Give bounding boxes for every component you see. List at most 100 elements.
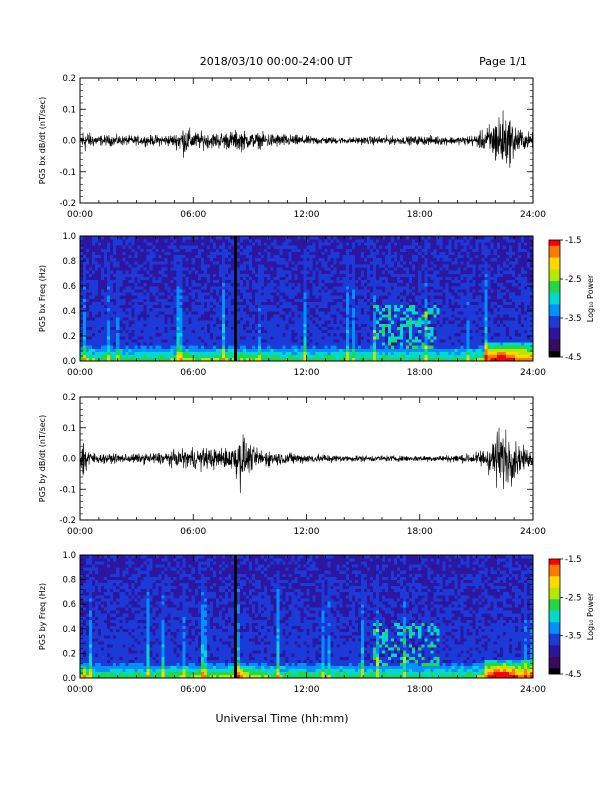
heatmap-cell xyxy=(348,236,353,240)
heatmap-cell xyxy=(176,348,180,352)
heatmap-cell xyxy=(83,286,87,290)
heatmap-cell xyxy=(224,261,229,265)
heatmap-cell xyxy=(243,357,247,362)
heatmap-cell xyxy=(234,298,238,302)
heatmap-cell xyxy=(366,289,371,293)
heatmap-cell xyxy=(164,298,168,302)
heatmap-cell xyxy=(264,267,268,271)
heatmap-cell xyxy=(218,329,223,334)
heatmap-cell xyxy=(424,348,428,352)
heatmap-cell xyxy=(291,320,295,324)
heatmap-cell xyxy=(385,295,389,299)
heatmap-cell xyxy=(403,264,407,268)
heatmap-cell xyxy=(164,239,168,243)
heatmap-cell xyxy=(345,254,350,259)
heatmap-cell xyxy=(224,339,229,343)
heatmap-cell xyxy=(427,257,431,262)
heatmap-cell xyxy=(330,273,334,277)
heatmap-cell xyxy=(360,254,365,259)
heatmap-cell xyxy=(345,289,350,293)
heatmap-cell xyxy=(345,342,350,346)
heatmap-cell xyxy=(324,261,328,265)
heatmap-cell xyxy=(191,304,196,309)
heatmap-cell xyxy=(125,332,129,337)
heatmap-cell xyxy=(388,357,392,362)
heatmap-cell xyxy=(342,323,347,327)
heatmap-cell xyxy=(98,254,102,259)
heatmap-cell xyxy=(321,339,325,343)
heatmap-cell xyxy=(188,314,193,318)
heatmap-cell xyxy=(140,329,144,334)
heatmap-cell xyxy=(351,320,356,324)
heatmap-cell xyxy=(354,282,359,287)
heatmap-cell xyxy=(209,236,214,240)
heatmap-cell xyxy=(179,270,183,274)
heatmap-cell xyxy=(270,276,274,281)
heatmap-cell xyxy=(122,354,126,359)
heatmap-cell xyxy=(98,357,102,362)
heatmap-cell xyxy=(318,298,322,302)
heatmap-cell xyxy=(439,342,443,346)
heatmap-cell xyxy=(170,339,174,343)
heatmap-cell xyxy=(86,292,90,296)
heatmap-cell xyxy=(333,289,337,293)
heatmap-cell xyxy=(400,320,404,324)
heatmap-cell xyxy=(391,282,395,287)
heatmap-cell xyxy=(394,245,398,249)
heatmap-cell xyxy=(206,342,211,346)
heatmap-cell xyxy=(140,239,144,243)
heatmap-cell xyxy=(388,329,392,334)
heatmap-cell xyxy=(92,286,96,290)
heatmap-cell xyxy=(92,357,96,362)
heatmap-cell xyxy=(231,276,235,281)
heatmap-cell xyxy=(212,332,217,337)
heatmap-cell xyxy=(95,351,99,356)
heatmap-cell xyxy=(324,236,328,240)
heatmap-cell xyxy=(300,326,304,331)
heatmap-cell xyxy=(276,257,280,262)
heatmap-cell xyxy=(294,339,298,343)
heatmap-cell xyxy=(240,286,244,290)
heatmap-cell xyxy=(206,332,211,337)
heatmap-cell xyxy=(391,279,395,284)
heatmap-cell xyxy=(366,345,371,349)
heatmap-cell xyxy=(122,336,126,340)
heatmap-cell xyxy=(372,273,377,277)
heatmap-cell xyxy=(167,251,171,256)
heatmap-cell xyxy=(261,342,265,346)
heatmap-cell xyxy=(391,348,395,352)
heatmap-cell xyxy=(107,298,111,302)
heatmap-cell xyxy=(128,339,132,343)
heatmap-cell xyxy=(288,320,292,324)
heatmap-cell xyxy=(86,339,90,343)
heatmap-cell xyxy=(439,320,443,324)
heatmap-cell xyxy=(312,301,316,306)
heatmap-cell xyxy=(179,357,183,362)
heatmap-cell xyxy=(375,323,380,327)
heatmap-cell xyxy=(400,354,404,359)
heatmap-cell xyxy=(252,239,256,243)
heatmap-cell xyxy=(421,267,425,271)
heatmap-cell xyxy=(203,295,208,299)
heatmap-cell xyxy=(415,336,419,340)
heatmap-cell xyxy=(164,245,168,249)
heatmap-cell xyxy=(240,345,244,349)
heatmap-cell xyxy=(125,336,129,340)
heatmap-cell xyxy=(161,261,165,265)
heatmap-cell xyxy=(173,264,177,268)
heatmap-cell xyxy=(182,239,186,243)
heatmap-cell xyxy=(366,257,371,262)
heatmap-cell xyxy=(285,332,289,337)
heatmap-cell xyxy=(197,348,202,352)
heatmap-cell xyxy=(152,273,156,277)
heatmap-cell xyxy=(330,326,334,331)
heatmap-cell xyxy=(357,304,362,309)
heatmap-cell xyxy=(179,239,183,243)
heatmap-cell xyxy=(360,314,365,318)
heatmap-cell xyxy=(191,286,196,290)
heatmap-cell xyxy=(170,307,174,312)
heatmap-cell xyxy=(218,276,223,281)
heatmap-cell xyxy=(382,292,386,296)
heatmap-cell xyxy=(252,261,256,265)
heatmap-cell xyxy=(128,351,132,356)
